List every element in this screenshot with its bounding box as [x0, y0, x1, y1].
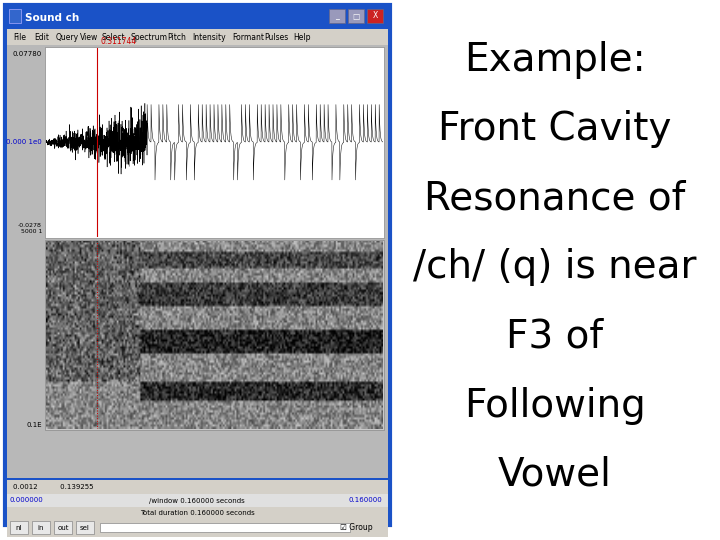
Text: _: _: [335, 11, 339, 21]
Bar: [10, 521, 28, 534]
Text: ☑ Group: ☑ Group: [340, 523, 373, 532]
Bar: [5, 5, 390, 525]
Text: F3 of: F3 of: [506, 318, 603, 356]
Text: Front Cavity: Front Cavity: [438, 110, 672, 148]
Bar: [367, 9, 383, 23]
Text: 0.000 1e0: 0.000 1e0: [6, 139, 42, 145]
Text: sel: sel: [80, 524, 90, 530]
Text: Pulses: Pulses: [265, 32, 289, 42]
Text: □: □: [352, 11, 359, 21]
Bar: [54, 521, 72, 534]
Text: /ch/ (q) is near: /ch/ (q) is near: [413, 248, 697, 287]
Text: -0.0278
5000 1: -0.0278 5000 1: [18, 222, 42, 233]
Bar: [7, 480, 388, 494]
Bar: [76, 521, 94, 534]
Bar: [7, 45, 388, 478]
Text: 0.000000: 0.000000: [10, 497, 44, 503]
Text: /window 0.160000 seconds: /window 0.160000 seconds: [149, 497, 245, 503]
Text: Spectrum: Spectrum: [130, 32, 167, 42]
Text: Total duration 0.160000 seconds: Total duration 0.160000 seconds: [140, 510, 254, 516]
Bar: [32, 521, 50, 534]
Bar: [7, 507, 388, 519]
Text: out: out: [58, 524, 68, 530]
Text: Vowel: Vowel: [498, 456, 612, 494]
Bar: [7, 494, 388, 507]
Bar: [7, 519, 388, 537]
Text: Example:: Example:: [464, 41, 646, 79]
Bar: [45, 240, 384, 430]
Bar: [45, 47, 384, 238]
Text: 0.1E: 0.1E: [27, 422, 42, 428]
Text: Pitch: Pitch: [167, 32, 186, 42]
Text: Following: Following: [464, 387, 646, 425]
Text: File: File: [13, 32, 26, 42]
Bar: [100, 523, 350, 532]
Text: nl: nl: [16, 524, 22, 530]
Bar: [7, 29, 388, 45]
Text: X: X: [372, 11, 377, 21]
Text: in: in: [37, 524, 44, 530]
Text: Help: Help: [294, 32, 311, 42]
Text: Query: Query: [55, 32, 78, 42]
Text: 0.160000: 0.160000: [348, 497, 382, 503]
Text: View: View: [81, 32, 99, 42]
Bar: [9, 9, 21, 23]
Text: 0.311744: 0.311744: [101, 37, 137, 46]
Text: Resonance of: Resonance of: [424, 179, 685, 217]
Text: Formant: Formant: [232, 32, 264, 42]
Text: Edit: Edit: [35, 32, 49, 42]
Text: Select: Select: [102, 32, 125, 42]
Text: 0.0012          0.139255: 0.0012 0.139255: [13, 484, 94, 490]
Bar: [7, 7, 388, 29]
Text: Intensity: Intensity: [192, 32, 225, 42]
Text: Sound ch: Sound ch: [25, 13, 79, 23]
Bar: [348, 9, 364, 23]
Text: 0.07780: 0.07780: [13, 51, 42, 57]
Bar: [329, 9, 345, 23]
